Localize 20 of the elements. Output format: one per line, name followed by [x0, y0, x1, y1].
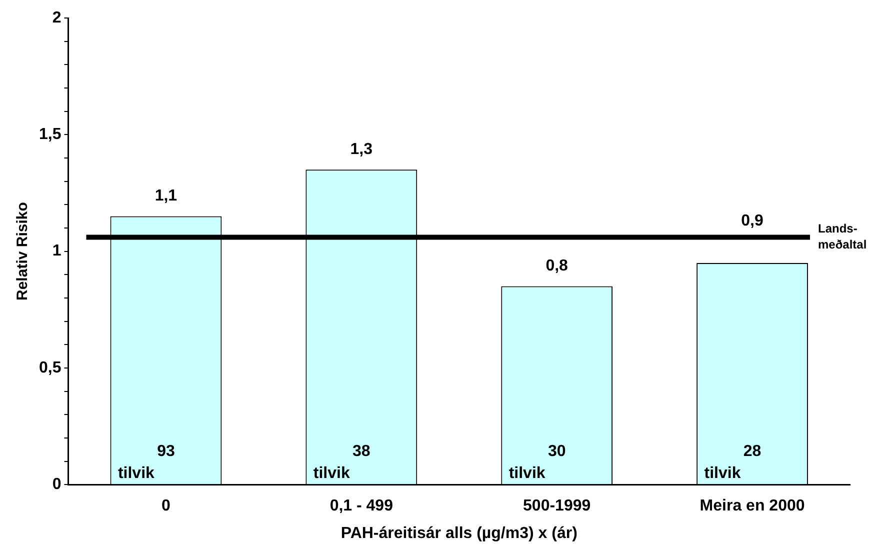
- y-tick-label: 1,5: [38, 126, 62, 144]
- data-label: 1,1: [154, 188, 178, 205]
- data-label: 1,3: [350, 141, 373, 158]
- data-label: 0,9: [741, 212, 764, 230]
- y-tick-label: 2: [52, 9, 62, 26]
- annotation: 30 tilvik: [508, 443, 566, 482]
- y-tick-label: 1: [52, 242, 62, 260]
- ref-line-label: Lands- meðaltal: [818, 222, 867, 252]
- annotation: 93 tilvik: [118, 443, 175, 482]
- x-axis-title: PAH-áreitisár alls (µg/m3) x (ár): [340, 524, 578, 542]
- y-axis-title: Relativ Risiko: [14, 202, 32, 300]
- x-tick-label: Meira en 2000: [700, 498, 805, 515]
- annotation: 28 tilvik: [704, 443, 762, 482]
- x-tick-label: 0,1 - 499: [330, 498, 394, 515]
- annotation: 38 tilvik: [313, 443, 370, 482]
- data-label: 0,8: [546, 258, 568, 275]
- y-tick-label: 0: [52, 476, 62, 494]
- x-tick-label: 0: [162, 498, 171, 515]
- x-tick-label: 500-1999: [523, 498, 591, 515]
- y-tick-label: 0,5: [38, 359, 62, 376]
